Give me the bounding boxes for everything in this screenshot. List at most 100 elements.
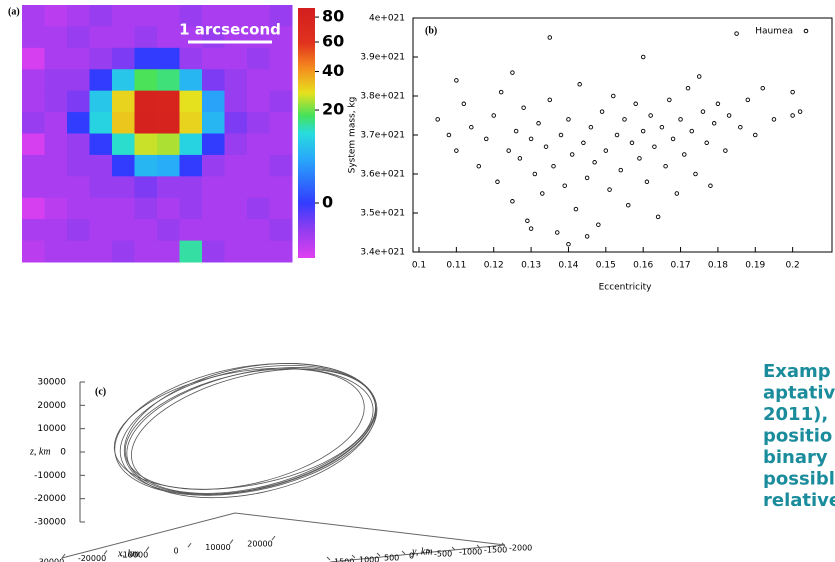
heat-cell xyxy=(247,197,270,220)
heat-cell xyxy=(224,69,248,92)
point xyxy=(708,183,713,188)
point xyxy=(614,132,620,138)
point xyxy=(562,183,567,188)
x-tick xyxy=(271,535,276,541)
z-tick-label: 30000 xyxy=(37,378,66,388)
heat-cell xyxy=(67,133,90,156)
heat-cell xyxy=(44,219,68,242)
heat-cell xyxy=(22,5,45,27)
heat-cell xyxy=(157,154,180,177)
heat-cell xyxy=(134,47,158,70)
heat-cell xyxy=(179,154,203,177)
point xyxy=(640,128,646,134)
heat-cell xyxy=(112,112,135,134)
point xyxy=(603,148,609,153)
y-axis-label: System mass, kg xyxy=(348,97,358,174)
y-tick-label: 3.7e+021 xyxy=(360,131,405,141)
heat-cell xyxy=(269,26,293,49)
x-tick-label: 0 xyxy=(173,547,178,556)
heat-cell xyxy=(224,197,248,220)
heat-cell xyxy=(269,69,293,92)
x-tick-label: 0.16 xyxy=(633,261,653,271)
heat-cell xyxy=(179,69,203,92)
heat-cell xyxy=(269,5,293,27)
y-tick-label: -2000 xyxy=(509,544,532,553)
heat-cell xyxy=(179,5,203,27)
side-text-line: Examp xyxy=(763,361,831,382)
heat-cell xyxy=(67,90,90,113)
point xyxy=(558,132,564,138)
x-tick-label: 0.15 xyxy=(596,261,616,271)
y-tick xyxy=(451,546,456,551)
heat-cell xyxy=(44,176,68,199)
heat-cell xyxy=(112,26,135,49)
point xyxy=(517,156,523,161)
point xyxy=(685,85,691,91)
point xyxy=(644,179,650,185)
x-tick xyxy=(61,553,66,559)
point xyxy=(618,167,624,173)
panel-label: (a) xyxy=(8,6,20,17)
point xyxy=(547,35,553,40)
heat-cell xyxy=(224,47,248,70)
point xyxy=(588,124,594,130)
panel-label: (b) xyxy=(425,25,437,36)
heat-cell xyxy=(247,112,270,134)
heat-cell xyxy=(89,219,113,242)
colorbar-tick-label: 60 xyxy=(322,31,344,50)
x-tick xyxy=(187,542,192,548)
heat-cell xyxy=(67,197,90,220)
point xyxy=(663,163,668,169)
heat-cell xyxy=(112,5,135,27)
heat-cell xyxy=(44,69,68,92)
heat-cell xyxy=(89,154,113,177)
point xyxy=(738,124,743,130)
legend-marker xyxy=(803,28,809,34)
heat-cell xyxy=(22,219,45,242)
point xyxy=(584,234,590,239)
y-tick xyxy=(476,544,481,549)
heat-cell xyxy=(44,154,68,177)
heat-cell xyxy=(112,219,135,242)
point xyxy=(547,97,553,103)
heat-cell xyxy=(67,219,90,242)
point xyxy=(491,113,496,118)
point xyxy=(715,101,721,107)
point xyxy=(622,117,627,122)
side-text-line: relative xyxy=(763,490,835,511)
heat-cell xyxy=(112,197,135,220)
point xyxy=(682,152,687,157)
x-tick-label: 0.17 xyxy=(671,261,691,271)
point xyxy=(573,206,579,212)
heat-cell xyxy=(22,197,45,220)
heat-cell xyxy=(22,47,45,70)
heat-cell xyxy=(179,219,203,242)
heat-cell xyxy=(269,219,293,242)
x-axis-label: Eccentricity xyxy=(599,283,653,293)
heat-cell xyxy=(224,176,248,199)
heat-cell xyxy=(224,90,248,113)
point xyxy=(689,128,695,134)
point xyxy=(625,202,631,208)
y-tick-label: 3.5e+021 xyxy=(360,209,405,219)
heat-cell xyxy=(179,90,203,113)
x-tick-label: -20000 xyxy=(78,554,106,562)
heat-cell xyxy=(89,133,113,156)
heat-cell xyxy=(202,47,225,70)
side-text-line: positio xyxy=(763,426,832,447)
point xyxy=(734,31,739,36)
heat-cell xyxy=(89,197,113,220)
y-tick-label: 0 xyxy=(409,552,414,561)
point xyxy=(584,175,590,181)
heat-cell xyxy=(22,26,45,49)
heat-cell xyxy=(157,176,180,199)
heat-cell xyxy=(269,90,293,113)
point xyxy=(592,160,597,165)
heat-cell xyxy=(112,90,135,113)
heat-cell xyxy=(134,133,158,156)
point xyxy=(745,97,751,103)
point xyxy=(581,140,586,146)
point xyxy=(525,218,530,224)
heat-cell xyxy=(202,219,225,242)
point xyxy=(790,113,795,118)
